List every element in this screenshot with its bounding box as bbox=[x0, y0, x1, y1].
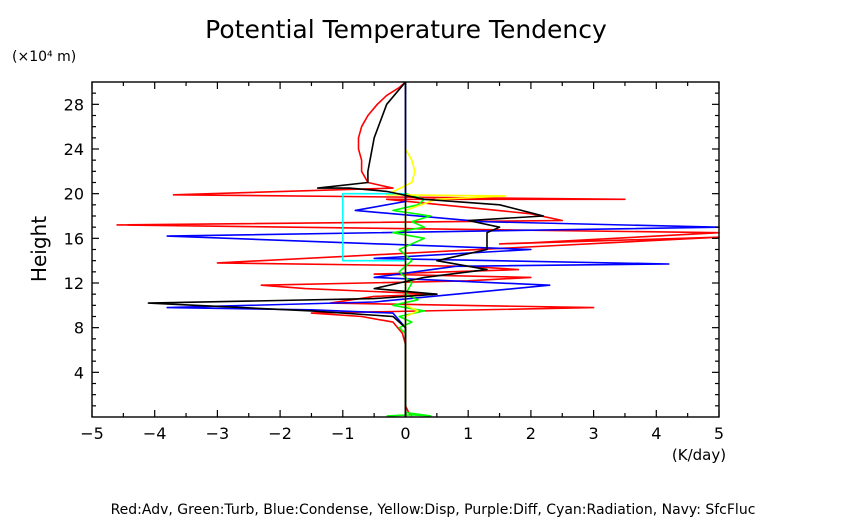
legend-note: Red:Adv, Green:Turb, Blue:Condense, Yell… bbox=[111, 502, 756, 518]
x-tick-label: 5 bbox=[714, 424, 724, 443]
x-tick-label: 4 bbox=[651, 424, 661, 443]
y-tick-label: 24 bbox=[64, 140, 84, 159]
x-tick-label: 0 bbox=[400, 424, 410, 443]
y-tick-label: 16 bbox=[64, 229, 84, 248]
x-tick-label: −2 bbox=[268, 424, 292, 443]
series-line-total bbox=[147, 81, 545, 417]
x-tick-label: 2 bbox=[526, 424, 536, 443]
series-line-radiation bbox=[342, 192, 406, 262]
chart-title: Potential Temperature Tendency bbox=[205, 15, 607, 44]
y-tick-label: 8 bbox=[74, 319, 84, 338]
y-tick-label: 28 bbox=[64, 95, 84, 114]
series-line-disp bbox=[385, 148, 507, 417]
x-tick-label: −3 bbox=[206, 424, 230, 443]
x-tick-label: −4 bbox=[143, 424, 167, 443]
series-line-condense bbox=[166, 82, 720, 417]
series-line-adv bbox=[116, 81, 720, 417]
y-axis-label: Height bbox=[27, 216, 51, 282]
y-tick-label: 12 bbox=[64, 274, 84, 293]
series-layer bbox=[116, 81, 720, 417]
x-axis-label: (K/day) bbox=[672, 446, 726, 464]
y-tick-label: 20 bbox=[64, 185, 84, 204]
x-tick-label: 1 bbox=[463, 424, 473, 443]
y-tick-label: 4 bbox=[74, 363, 84, 382]
x-tick-label: −5 bbox=[80, 424, 104, 443]
x-tick-label: 3 bbox=[589, 424, 599, 443]
y-axis-unit: (×10⁴ m) bbox=[12, 49, 76, 65]
x-tick-label: −1 bbox=[331, 424, 355, 443]
